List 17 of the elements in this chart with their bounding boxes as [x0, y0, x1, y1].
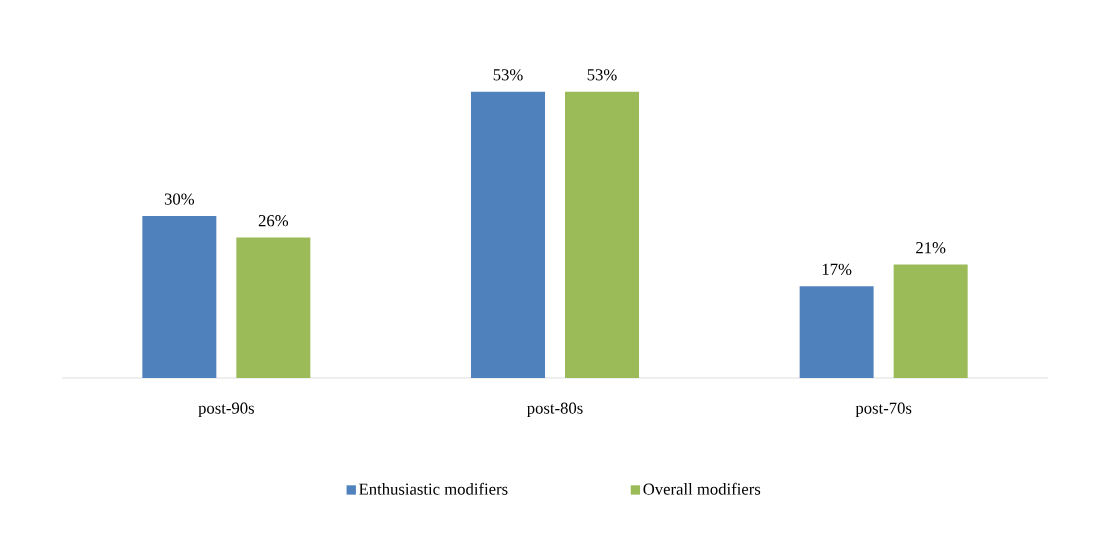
bar — [893, 264, 968, 378]
legend-label: Enthusiastic modifiers — [359, 482, 508, 495]
data-label: 17% — [822, 263, 852, 275]
data-label: 53% — [493, 69, 523, 81]
data-label: 21% — [916, 242, 946, 254]
x-tick-label: post-90s — [198, 402, 254, 418]
bar — [236, 237, 311, 378]
bar — [799, 286, 874, 378]
data-label: 30% — [164, 193, 195, 205]
data-label: 26% — [258, 215, 289, 227]
bar — [471, 91, 545, 378]
bar — [142, 215, 217, 378]
legend-label: Overall modifiers — [643, 482, 761, 495]
data-label: 53% — [587, 69, 617, 81]
bar — [565, 91, 639, 378]
x-tick-label: post-80s — [527, 402, 583, 418]
x-tick-label: post-70s — [855, 402, 912, 418]
